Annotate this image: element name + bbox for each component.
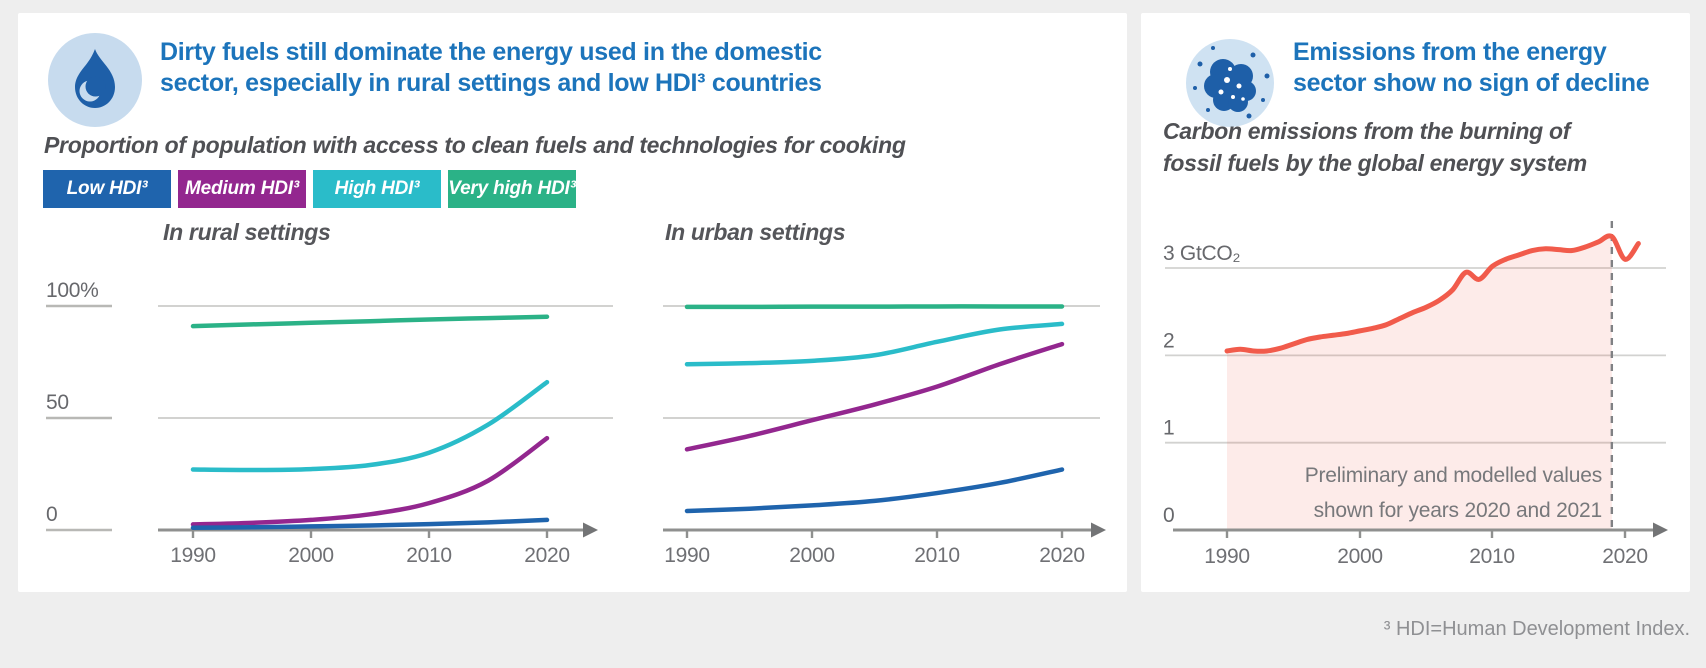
svg-text:2000: 2000 <box>288 544 334 567</box>
panel-title: Emissions from the energy sector show no… <box>1293 37 1650 99</box>
rural-settings-chart: 100% 50 0 1990 2000 2010 2020 <box>46 279 613 567</box>
chart-subtitle-line1: Carbon emissions from the burning of <box>1163 118 1571 144</box>
legend-chip-low-hdi: Low HDI³ <box>43 170 171 208</box>
emissions-panel: Emissions from the energy sector show no… <box>1141 13 1690 592</box>
svg-text:3 GtCO₂: 3 GtCO₂ <box>1163 242 1240 265</box>
chart-subtitle: Carbon emissions from the burning of fos… <box>1163 115 1587 179</box>
panel-title-line2: sector show no sign of decline <box>1293 69 1650 97</box>
svg-text:2010: 2010 <box>1469 545 1515 568</box>
legend-chip-medium-hdi: Medium HDI³ <box>178 170 306 208</box>
emissions-particles-icon <box>1183 36 1277 135</box>
panel-title: Dirty fuels still dominate the energy us… <box>160 37 822 99</box>
emissions-chart: 3 GtCO₂ 2 1 0 1990 2000 2010 2020 <box>1163 221 1668 568</box>
svg-text:2020: 2020 <box>1039 544 1085 567</box>
chart-subtitle-line2: fossil fuels by the global energy system <box>1163 150 1587 176</box>
svg-text:1990: 1990 <box>170 544 216 567</box>
svg-text:2020: 2020 <box>524 544 570 567</box>
svg-text:0: 0 <box>1163 504 1174 527</box>
svg-text:0: 0 <box>46 503 57 526</box>
svg-text:2000: 2000 <box>789 544 835 567</box>
legend-chip-very-high-hdi: Very high HDI³ <box>448 170 576 208</box>
panel-title-line2: sector, especially in rural settings and… <box>160 69 822 97</box>
svg-text:2020: 2020 <box>1602 545 1648 568</box>
svg-text:2010: 2010 <box>406 544 452 567</box>
svg-text:1990: 1990 <box>664 544 710 567</box>
legend-chip-high-hdi: High HDI³ <box>313 170 441 208</box>
panel-title-line1: Dirty fuels still dominate the energy us… <box>160 38 822 66</box>
svg-text:1990: 1990 <box>1204 545 1250 568</box>
svg-text:2: 2 <box>1163 329 1174 352</box>
clean-fuels-panel: Dirty fuels still dominate the energy us… <box>18 13 1127 592</box>
urban-settings-chart: 1990 2000 2010 2020 <box>663 304 1106 567</box>
svg-text:2000: 2000 <box>1337 545 1383 568</box>
hdi-legend: Low HDI³ Medium HDI³ High HDI³ Very high… <box>43 170 576 208</box>
svg-text:100%: 100% <box>46 279 99 302</box>
rural-chart-title: In rural settings <box>163 219 331 245</box>
panel-title-line1: Emissions from the energy <box>1293 38 1607 66</box>
svg-text:50: 50 <box>46 391 69 414</box>
annotation-line2: shown for years 2020 and 2021 <box>1313 499 1603 522</box>
chart-subtitle: Proportion of population with access to … <box>44 132 906 158</box>
flame-icon <box>48 33 142 132</box>
urban-chart-title: In urban settings <box>665 219 846 245</box>
svg-text:2010: 2010 <box>914 544 960 567</box>
preliminary-values-annotation: Preliminary and modelled values shown fo… <box>1305 458 1602 528</box>
svg-text:1: 1 <box>1163 417 1174 440</box>
hdi-footnote: ³ HDI=Human Development Index. <box>1383 618 1690 640</box>
annotation-line1: Preliminary and modelled values <box>1304 464 1602 487</box>
